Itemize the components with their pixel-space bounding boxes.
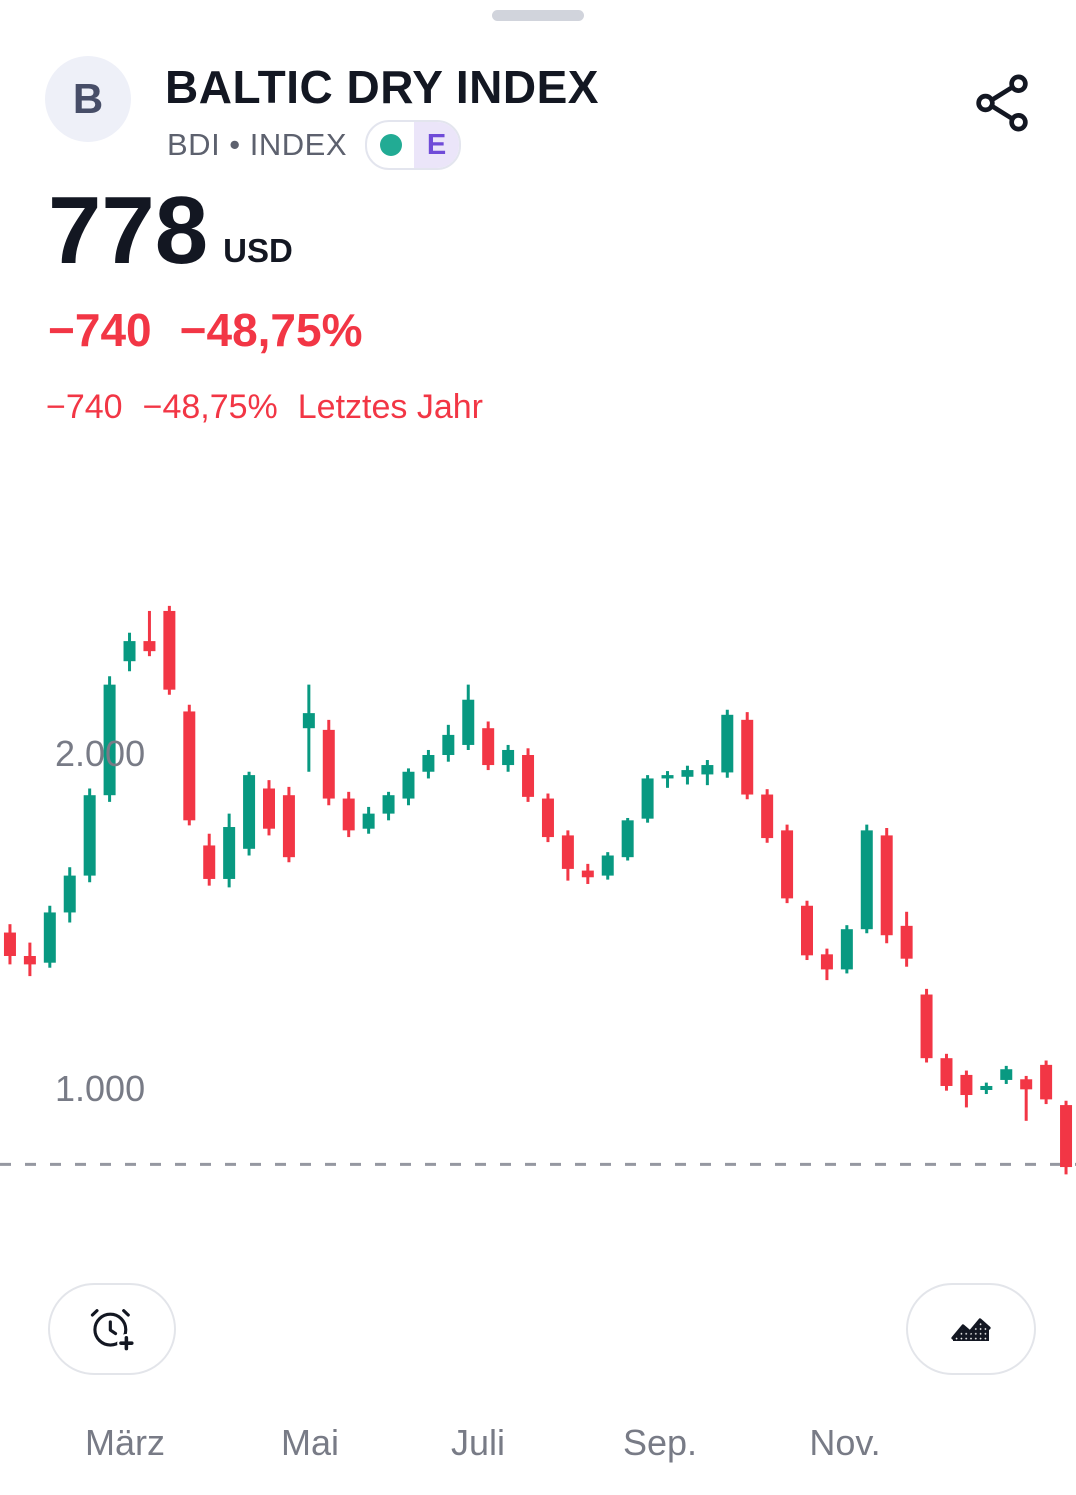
y-axis-label: 2.000	[55, 733, 146, 774]
y-axis-label: 1.000	[55, 1068, 146, 1109]
period-change-row: −740 −48,75% Letztes Jahr	[46, 388, 483, 427]
symbol-avatar-letter: B	[72, 75, 104, 122]
price-currency: USD	[223, 232, 293, 269]
x-axis-label: Juli	[450, 1422, 506, 1463]
symbol-avatar: B	[45, 56, 131, 142]
x-axis-label: Nov.	[809, 1422, 881, 1463]
period-change-percent: −48,75%	[142, 388, 278, 426]
area-chart-icon	[951, 1318, 991, 1341]
x-axis: März Mai Juli Sep. Nov.	[0, 1422, 1076, 1482]
change-absolute: −740	[48, 304, 152, 356]
share-button[interactable]	[968, 70, 1036, 138]
change-percent: −48,75%	[179, 304, 363, 356]
exchange-badge-letter: E	[414, 122, 459, 168]
price-value: 778	[48, 177, 209, 284]
drag-handle[interactable]	[492, 10, 584, 21]
green-dot-icon	[380, 134, 402, 156]
alarm-clock-plus-icon	[90, 1309, 136, 1353]
period-label: Letztes Jahr	[297, 388, 483, 426]
x-axis-label: Mai	[280, 1422, 340, 1463]
share-icon	[976, 74, 1028, 132]
symbol-subrow: BDI • INDEX E	[167, 120, 461, 170]
symbol-subtitle: BDI • INDEX	[167, 127, 347, 162]
candlestick-chart[interactable]	[0, 540, 1076, 1220]
price-chart[interactable]: 2.000 1.000	[0, 540, 1076, 1220]
market-status-badge: E	[365, 120, 461, 170]
add-alert-button[interactable]	[48, 1283, 176, 1375]
price-block: 778 USD	[48, 183, 293, 279]
price-change-row: −740 −48,75%	[48, 303, 363, 357]
page-title: BALTIC DRY INDEX	[165, 61, 599, 113]
x-axis-label: Sep.	[622, 1422, 698, 1463]
period-change-absolute: −740	[46, 388, 123, 426]
chart-style-button[interactable]	[906, 1283, 1036, 1375]
x-axis-label: März	[85, 1422, 165, 1463]
